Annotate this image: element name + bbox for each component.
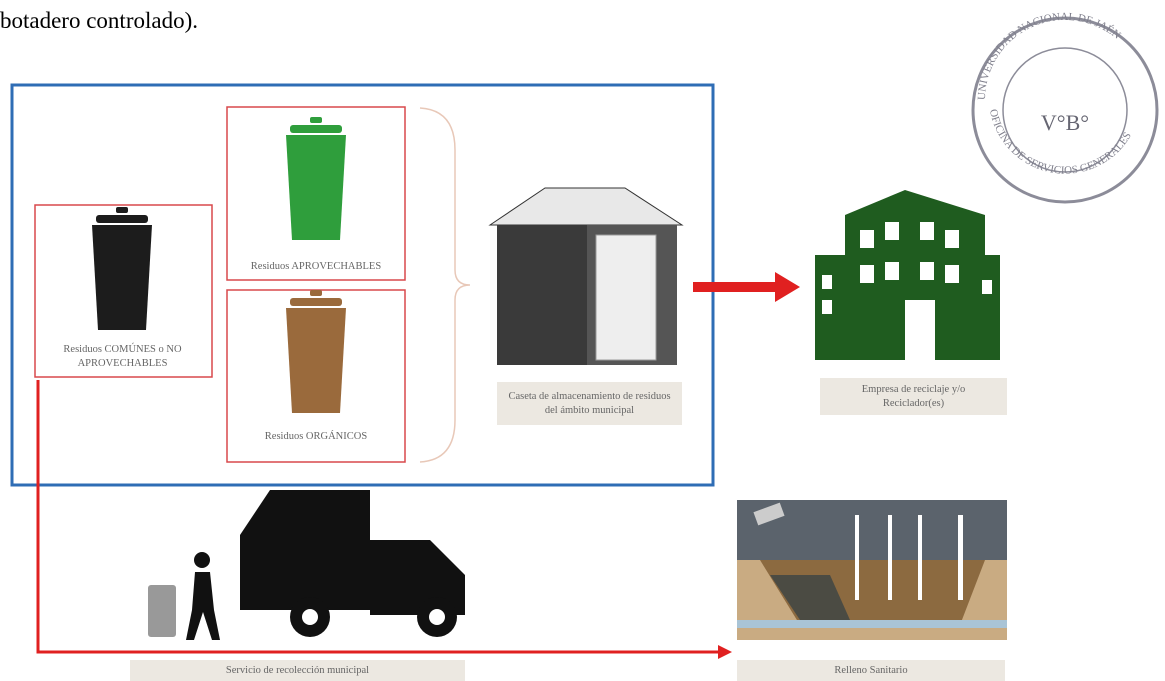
label: Servicio de recolección municipal (130, 660, 465, 681)
shed (488, 187, 684, 365)
truck (148, 490, 465, 640)
box (226, 106, 406, 281)
box (34, 204, 213, 378)
building (815, 190, 1000, 360)
label: Residuos COMÚNES o NO APROVECHABLES (63, 344, 182, 369)
heading: botadero controlado). (0, 8, 198, 33)
flow-line (36, 380, 720, 654)
bin-green (286, 117, 346, 240)
landfill (737, 500, 1007, 640)
label: Residuos APROVECHABLES (250, 261, 382, 273)
stamp: UNIVERSIDAD NACIONAL DE JAÉN OFICINA DE … (971, 11, 1159, 204)
label: Relleno Sanitario (737, 660, 1005, 681)
stamp-text: UNIVERSIDAD NACIONAL DE JAÉN (976, 11, 1123, 100)
arrow-head (718, 645, 732, 659)
brace (419, 107, 471, 463)
label: Residuos ORGÁNICOS (264, 431, 368, 443)
stamp-mark: V°B° (1041, 110, 1089, 135)
arrow (693, 272, 800, 302)
bin-brown (286, 290, 346, 413)
label: Caseta de almacenamiento de residuos del… (497, 382, 682, 425)
label: Empresa de reciclaje y/o Reciclador(es) (820, 378, 1007, 415)
bin-black (92, 207, 152, 330)
